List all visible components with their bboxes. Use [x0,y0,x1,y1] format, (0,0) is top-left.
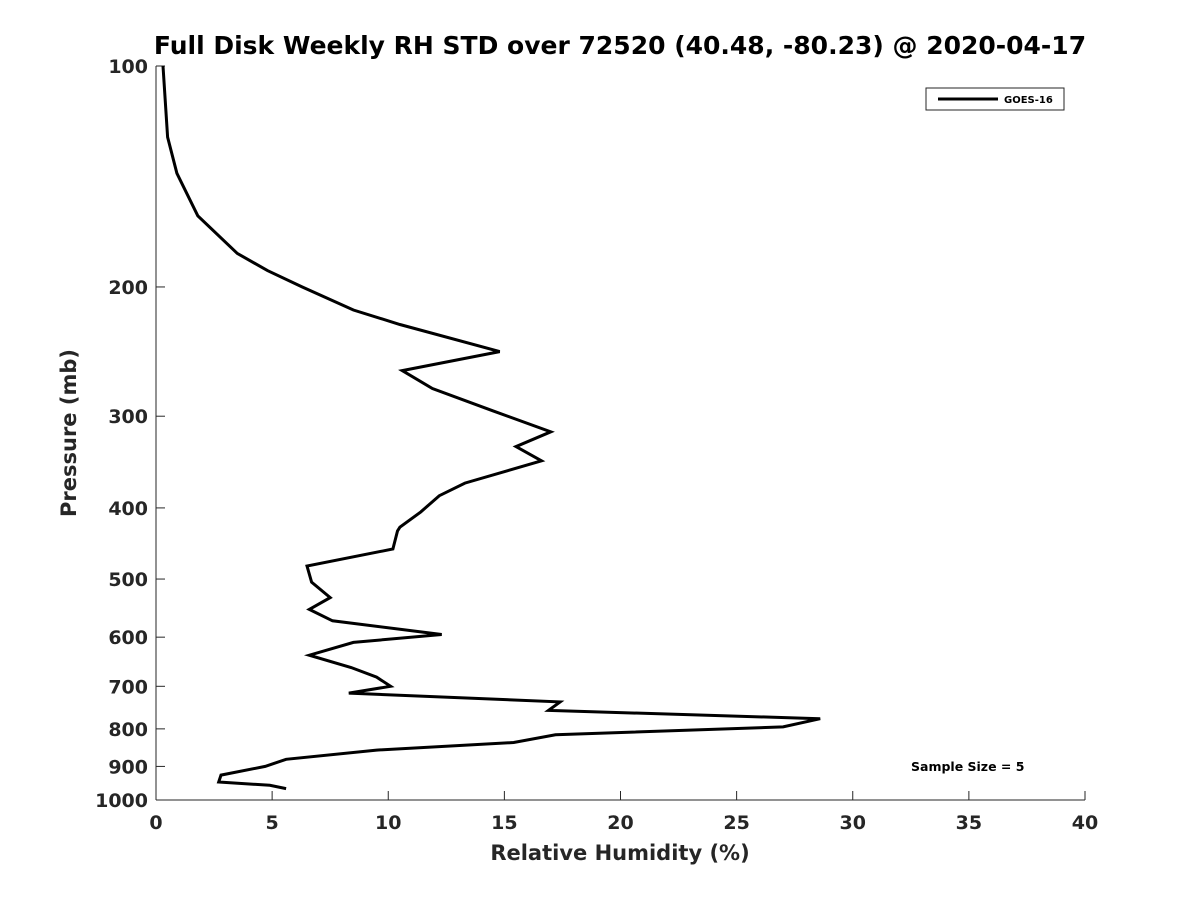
legend: GOES-16 [925,87,1065,111]
x-tick-label: 30 [840,812,866,834]
y-axis-label: Pressure (mb) [57,349,81,517]
y-tick-label: 900 [108,756,148,778]
y-tick-label: 500 [108,569,148,591]
chart-title: Full Disk Weekly RH STD over 72520 (40.4… [154,31,1086,60]
x-tick-label: 35 [956,812,982,834]
plot-area [155,66,1085,801]
legend-label: GOES-16 [1004,95,1053,106]
y-tick-label: 300 [108,406,148,428]
y-tick-label: 100 [108,56,148,78]
y-tick-label: 600 [108,627,148,649]
x-tick-label: 25 [723,812,749,834]
y-tick-label: 400 [108,498,148,520]
y-tick-label: 200 [108,277,148,299]
x-axis-label: Relative Humidity (%) [490,841,749,865]
y-tick-label: 800 [108,719,148,741]
x-tick-label: 0 [149,812,162,834]
x-tick-label: 15 [491,812,517,834]
x-tick-label: 5 [266,812,279,834]
series-line-goes-16 [161,65,821,791]
y-tick-label: 1000 [95,790,148,812]
y-tick-label: 700 [108,676,148,698]
sample-size-annotation: Sample Size = 5 [911,759,1024,774]
x-tick-label: 40 [1072,812,1098,834]
x-ticks: 0 5 10 15 20 25 30 35 40 [149,791,1098,834]
x-tick-label: 20 [607,812,633,834]
series-group [161,65,821,791]
x-tick-label: 10 [375,812,401,834]
y-ticks: 100 200 300 400 500 600 700 800 900 1000 [95,56,165,812]
